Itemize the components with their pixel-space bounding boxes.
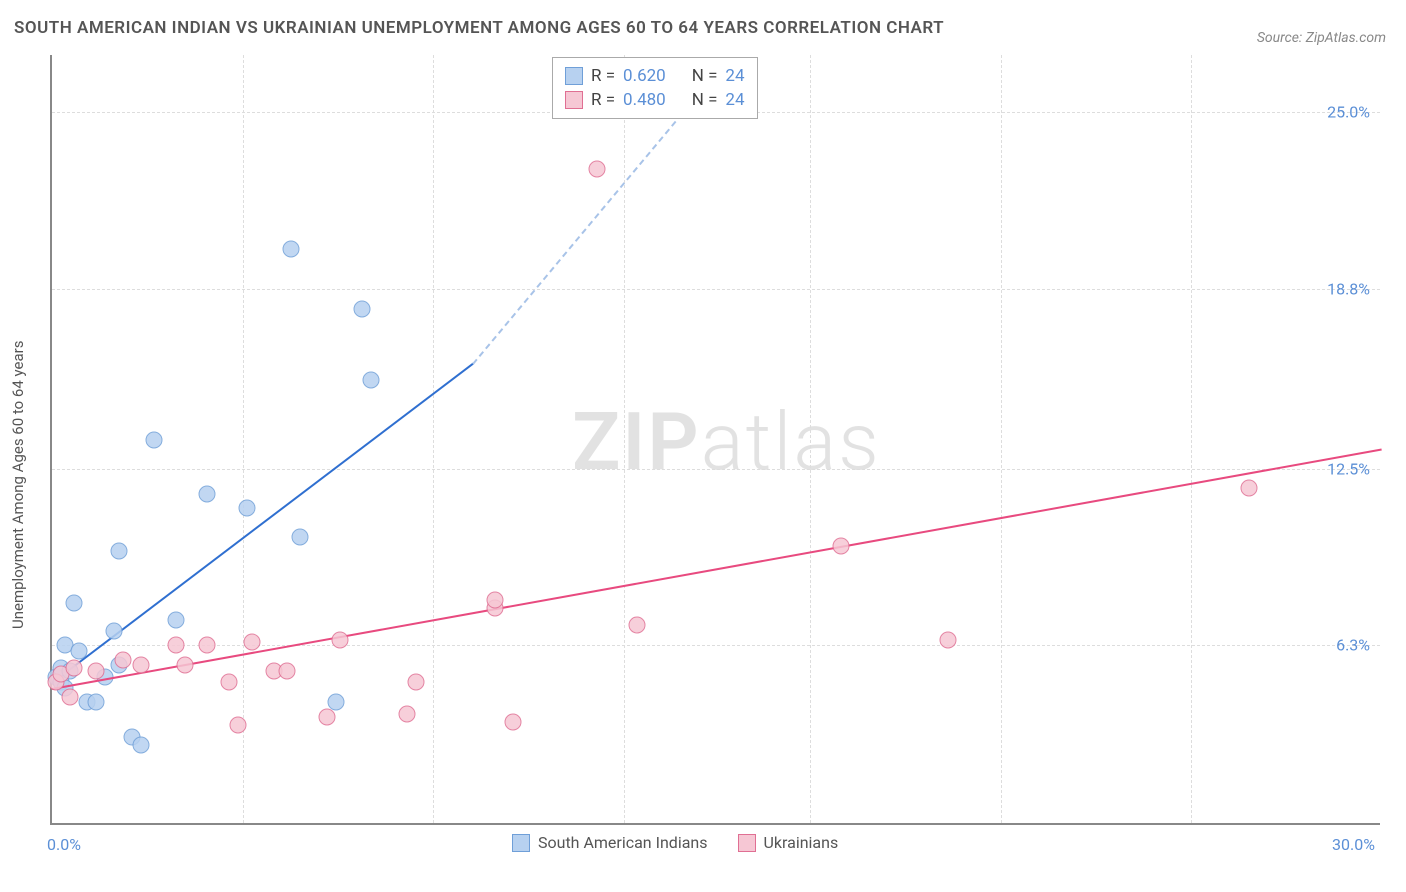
data-point — [243, 634, 260, 651]
data-point — [332, 631, 349, 648]
data-point — [106, 623, 123, 640]
plot-area: ZIPatlas 6.3%12.5%18.8%25.0%0.0%30.0%R =… — [50, 55, 1380, 825]
gridline-vertical — [243, 55, 244, 823]
data-point — [939, 631, 956, 648]
legend-label: South American Indians — [538, 833, 708, 852]
gridline-horizontal — [52, 469, 1380, 470]
data-point — [278, 663, 295, 680]
stats-n-value: 24 — [725, 90, 744, 110]
y-tick-label: 25.0% — [1327, 103, 1370, 122]
source-label: Source: ZipAtlas.com — [1257, 30, 1386, 46]
gridline-vertical — [1191, 55, 1192, 823]
data-point — [66, 660, 83, 677]
x-tick-label: 30.0% — [1332, 835, 1375, 854]
data-point — [589, 161, 606, 178]
data-point — [354, 300, 371, 317]
stats-n-label: N = — [692, 90, 718, 110]
data-point — [230, 717, 247, 734]
stats-r-label: R = — [591, 90, 615, 110]
data-point — [66, 594, 83, 611]
data-point — [132, 657, 149, 674]
data-point — [487, 591, 504, 608]
data-point — [177, 657, 194, 674]
data-point — [1241, 480, 1258, 497]
data-point — [88, 663, 105, 680]
data-point — [221, 674, 238, 691]
data-point — [168, 637, 185, 654]
x-tick-label: 0.0% — [47, 835, 81, 854]
data-point — [88, 694, 105, 711]
data-point — [363, 372, 380, 389]
stats-box: R = 0.620 N = 24 R = 0.480 N = 24 — [552, 57, 758, 119]
stats-row: R = 0.620 N = 24 — [565, 64, 745, 88]
trend-line — [52, 449, 1382, 691]
legend-swatch — [512, 834, 530, 852]
stats-row: R = 0.480 N = 24 — [565, 88, 745, 112]
data-point — [114, 651, 131, 668]
gridline-vertical — [810, 55, 811, 823]
data-point — [168, 611, 185, 628]
data-point — [292, 528, 309, 545]
watermark: ZIPatlas — [572, 395, 881, 489]
data-point — [318, 708, 335, 725]
gridline-vertical — [1001, 55, 1002, 823]
legend-item: South American Indians — [512, 833, 708, 852]
data-point — [110, 543, 127, 560]
stats-r-label: R = — [591, 66, 615, 86]
stats-n-label: N = — [692, 66, 718, 86]
legend: South American Indians Ukrainians — [512, 833, 838, 852]
data-point — [70, 643, 87, 660]
stats-r-value: 0.620 — [623, 66, 666, 86]
gridline-vertical — [433, 55, 434, 823]
data-point — [833, 537, 850, 554]
y-tick-label: 12.5% — [1327, 459, 1370, 478]
data-point — [61, 688, 78, 705]
data-point — [505, 714, 522, 731]
gridline-vertical — [624, 55, 625, 823]
gridline-horizontal — [52, 289, 1380, 290]
data-point — [199, 637, 216, 654]
y-tick-label: 18.8% — [1327, 279, 1370, 298]
data-point — [145, 432, 162, 449]
data-point — [283, 240, 300, 257]
data-point — [199, 486, 216, 503]
trend-line-dashed — [472, 98, 695, 365]
stats-n-value: 24 — [725, 66, 744, 86]
stats-swatch — [565, 67, 583, 85]
data-point — [398, 705, 415, 722]
legend-item: Ukrainians — [738, 833, 839, 852]
data-point — [239, 500, 256, 517]
legend-label: Ukrainians — [764, 833, 839, 852]
data-point — [132, 737, 149, 754]
correlation-chart: SOUTH AMERICAN INDIAN VS UKRAINIAN UNEMP… — [0, 0, 1406, 892]
chart-title: SOUTH AMERICAN INDIAN VS UKRAINIAN UNEMP… — [14, 18, 944, 38]
data-point — [629, 617, 646, 634]
y-axis-label: Unemployment Among Ages 60 to 64 years — [9, 341, 27, 629]
legend-swatch — [738, 834, 756, 852]
data-point — [407, 674, 424, 691]
stats-swatch — [565, 91, 583, 109]
y-tick-label: 6.3% — [1336, 636, 1370, 655]
stats-r-value: 0.480 — [623, 90, 666, 110]
